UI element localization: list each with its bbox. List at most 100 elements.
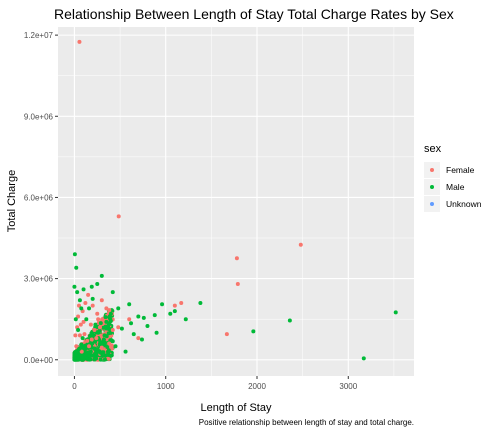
- y-tick-label: 0.0e+00: [24, 356, 54, 365]
- male-point: [152, 313, 157, 318]
- male-point: [131, 332, 136, 337]
- male-point: [74, 265, 79, 270]
- male-point: [90, 296, 95, 301]
- male-point: [123, 349, 128, 354]
- male-point: [88, 349, 93, 354]
- male-point: [89, 353, 94, 358]
- female-point: [99, 345, 104, 350]
- male-point: [106, 323, 111, 328]
- male-point: [93, 352, 98, 357]
- chart-caption: Positive relationship between length of …: [199, 418, 414, 427]
- legend-marker: [430, 185, 434, 189]
- male-point: [361, 356, 366, 361]
- legend-label: Female: [446, 165, 475, 175]
- male-point: [87, 357, 92, 362]
- female-point: [95, 311, 100, 316]
- male-point: [106, 331, 111, 336]
- dense-cluster: [72, 308, 115, 362]
- male-point: [160, 302, 165, 307]
- male-point: [119, 326, 124, 331]
- male-point: [99, 273, 104, 278]
- female-point: [234, 256, 239, 261]
- female-point: [76, 303, 81, 308]
- x-axis-label: Length of Stay: [201, 402, 272, 414]
- y-tick-label: 3.0e+06: [24, 275, 54, 284]
- female-point: [106, 356, 111, 361]
- female-point: [82, 332, 87, 337]
- data-points: [72, 39, 398, 362]
- female-point: [89, 337, 94, 342]
- male-point: [81, 287, 86, 292]
- male-point: [287, 318, 292, 323]
- male-point: [107, 315, 112, 320]
- male-point: [97, 341, 102, 346]
- male-point: [92, 346, 97, 351]
- female-point: [77, 333, 82, 338]
- plot-panel: [58, 27, 414, 376]
- female-point: [179, 300, 184, 305]
- male-point: [393, 310, 398, 315]
- female-point: [86, 292, 91, 297]
- female-point: [83, 300, 88, 305]
- chart-title: Relationship Between Length of Stay Tota…: [54, 6, 454, 22]
- male-point: [183, 317, 188, 322]
- male-point: [251, 329, 256, 334]
- legend-marker: [430, 168, 434, 172]
- male-point: [76, 328, 81, 333]
- male-point: [145, 323, 150, 328]
- female-point: [94, 336, 99, 341]
- legend: sex Female Male Unknown: [424, 143, 482, 212]
- female-point: [99, 298, 104, 303]
- male-point: [95, 282, 100, 287]
- male-point: [102, 333, 107, 338]
- female-point: [87, 344, 92, 349]
- male-point: [129, 321, 134, 326]
- y-axis: 0.0e+00 3.0e+06 6.0e+06 9.0e+06 1.2e+07: [24, 31, 58, 365]
- male-point: [84, 317, 89, 322]
- female-point: [88, 322, 93, 327]
- female-point: [235, 282, 240, 287]
- female-point: [73, 333, 78, 338]
- y-tick-label: 6.0e+06: [24, 193, 54, 202]
- x-tick-label: 1000: [157, 382, 175, 391]
- x-tick-label: 2000: [248, 382, 266, 391]
- female-point: [79, 349, 84, 354]
- female-point: [96, 317, 101, 322]
- major-gridlines: [58, 27, 414, 376]
- female-point: [77, 39, 82, 44]
- male-point: [101, 350, 106, 355]
- female-point: [92, 328, 97, 333]
- male-point: [141, 315, 146, 320]
- legend-title: sex: [424, 143, 442, 155]
- legend-marker: [430, 202, 434, 206]
- male-point: [93, 322, 98, 327]
- male-point: [108, 311, 113, 316]
- y-tick-label: 9.0e+06: [24, 112, 54, 121]
- female-point: [116, 214, 121, 219]
- male-point: [87, 306, 92, 311]
- female-point: [110, 328, 115, 333]
- male-point: [103, 315, 108, 320]
- female-point: [74, 344, 79, 349]
- female-point: [172, 303, 177, 308]
- x-axis: 0 1000 2000 3000: [72, 376, 358, 391]
- female-point: [90, 303, 95, 308]
- male-point: [110, 290, 115, 295]
- y-tick-label: 1.2e+07: [24, 31, 54, 40]
- male-point: [76, 357, 81, 362]
- male-point: [79, 306, 84, 311]
- female-point: [224, 332, 229, 337]
- male-point: [102, 357, 107, 362]
- female-point: [127, 317, 132, 322]
- male-point: [80, 336, 85, 341]
- male-point: [127, 302, 132, 307]
- male-point: [75, 290, 80, 295]
- legend-label: Unknown: [446, 199, 482, 209]
- male-point: [80, 354, 85, 359]
- male-point: [102, 342, 107, 347]
- female-point: [78, 322, 83, 327]
- male-point: [172, 309, 177, 314]
- female-point: [104, 306, 109, 311]
- minor-gridlines: [58, 27, 414, 376]
